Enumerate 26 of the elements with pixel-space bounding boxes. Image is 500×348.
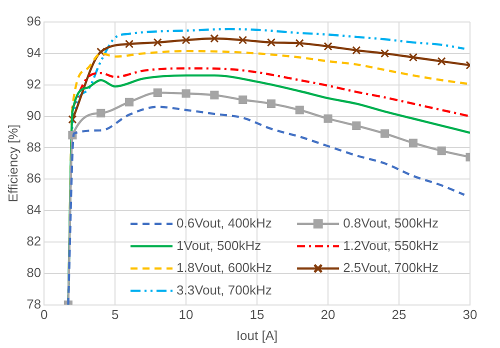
x-axis-title: Iout [A] xyxy=(236,328,278,343)
y-tick-label: 96 xyxy=(26,14,42,29)
legend-label: 1Vout, 500kHz xyxy=(176,238,262,253)
y-tick-label: 92 xyxy=(26,76,42,92)
y-tick-label: 86 xyxy=(26,170,42,186)
y-axis-title: Efficiency [%] xyxy=(5,124,20,202)
y-tick-label: 84 xyxy=(26,202,42,218)
legend-label: 0.6Vout, 400kHz xyxy=(176,215,272,230)
y-tick-label: 90 xyxy=(26,108,42,123)
legend-label: 1.8Vout, 600kHz xyxy=(176,260,272,276)
x-tick-label: 25 xyxy=(392,307,406,322)
y-tick-label: 78 xyxy=(26,296,42,312)
x-tick-label: 20 xyxy=(320,307,336,322)
x-tick-label: 10 xyxy=(178,307,194,322)
x-tick-label: 15 xyxy=(250,307,264,322)
legend-label: 3.3Vout, 700kHz xyxy=(176,282,272,298)
x-tick-label: 5 xyxy=(111,307,119,322)
legend-label: 0.8Vout, 500kHz xyxy=(343,215,438,230)
y-tick-label: 94 xyxy=(26,45,42,60)
x-tick-label: 0 xyxy=(40,307,48,322)
legend-label: 2.5Vout, 700kHz xyxy=(343,260,438,276)
y-tick-label: 82 xyxy=(26,234,42,249)
x-tick-label: 30 xyxy=(462,307,478,322)
y-tick-label: 88 xyxy=(26,139,42,154)
y-tick-label: 80 xyxy=(26,264,42,280)
legend-label: 1.2Vout, 550kHz xyxy=(343,238,438,253)
